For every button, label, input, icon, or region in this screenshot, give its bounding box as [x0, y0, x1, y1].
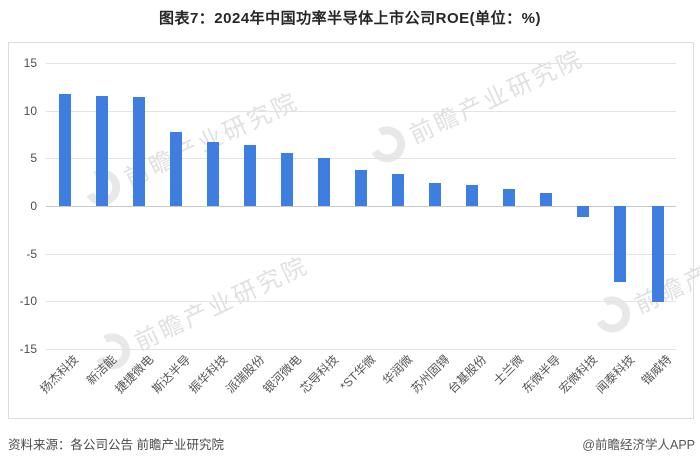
x-axis-label: 锴威特	[639, 352, 675, 388]
x-axis-label: 闻泰科技	[593, 352, 638, 397]
bar	[317, 158, 330, 206]
bar	[503, 188, 516, 206]
bar	[280, 152, 293, 206]
source-note: 资料来源：各公司公告 前瞻产业研究院	[8, 438, 224, 452]
bar	[132, 97, 145, 206]
x-axis-label: 新洁能	[83, 352, 119, 388]
x-axis-label: 银河微电	[260, 352, 305, 397]
y-tick-label: -5	[26, 246, 37, 261]
bar	[206, 142, 219, 206]
x-axis-label: 台基股份	[445, 352, 490, 397]
gridline	[46, 349, 676, 350]
x-axis-label: 派瑞股份	[223, 352, 268, 397]
x-axis-label: *ST华微	[337, 352, 379, 394]
bar	[95, 96, 108, 206]
bar	[429, 183, 442, 206]
gridline	[46, 63, 676, 64]
bar	[577, 206, 590, 218]
bar	[614, 206, 627, 283]
bar	[243, 145, 256, 206]
bar	[651, 206, 664, 303]
y-tick-label: 0	[30, 199, 37, 213]
bar	[466, 185, 479, 206]
gridline	[46, 158, 676, 160]
bar	[169, 131, 182, 206]
x-axis-label: 苏州固锝	[408, 352, 453, 397]
credit-note: @前瞻经济学人APP	[582, 438, 695, 452]
bar	[355, 169, 367, 206]
gridline	[46, 301, 676, 303]
y-tick-label: 5	[30, 151, 37, 166]
x-axis-label: 芯导科技	[297, 352, 342, 397]
y-tick-label: -15	[19, 342, 37, 356]
y-tick-label: 10	[23, 103, 37, 118]
gridline	[46, 110, 676, 112]
x-axis-label: 华润微	[379, 352, 416, 388]
y-tick-label: -10	[19, 294, 37, 309]
bar	[540, 192, 553, 206]
x-axis-label: 东微半导	[519, 352, 564, 397]
y-tick-label: 15	[23, 56, 37, 70]
x-axis-label: 斯达半导	[149, 352, 193, 397]
x-axis-label: 捷捷微电	[111, 352, 156, 397]
chart-title: 图表7：2024年中国功率半导体上市公司ROE(单位：%)	[158, 10, 542, 27]
bar	[392, 173, 405, 206]
zero-gridline	[46, 206, 676, 207]
x-axis-label: 宏微科技	[556, 352, 601, 397]
x-axis-label: 扬杰科技	[37, 352, 82, 397]
x-axis-label: 振华科技	[186, 352, 231, 397]
chart-frame: 15 10 5 0 -5 -10 -15 扬杰科技 新洁能 捷捷微电 斯达半导 振华科技 派瑞股份 银河微…	[8, 42, 694, 419]
gridline	[46, 253, 676, 255]
bar	[58, 93, 71, 206]
